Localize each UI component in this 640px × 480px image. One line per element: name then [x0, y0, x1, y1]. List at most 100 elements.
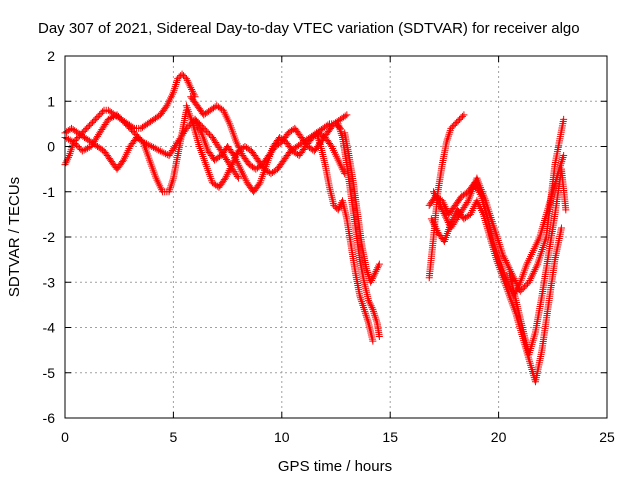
- data-point: [84, 144, 92, 152]
- data-point: [71, 139, 79, 147]
- data-point: [184, 123, 192, 131]
- data-point: [337, 128, 345, 136]
- data-point: [502, 257, 510, 265]
- data-point: [129, 127, 137, 135]
- data-point: [444, 219, 452, 227]
- data-point: [373, 266, 381, 274]
- data-point: [331, 203, 339, 211]
- data-point: [521, 283, 529, 291]
- data-point: [361, 309, 369, 317]
- data-point: [87, 120, 95, 128]
- data-point: [139, 138, 147, 146]
- series-trace-h: [312, 129, 377, 345]
- data-point: [530, 267, 538, 275]
- data-point: [438, 206, 446, 214]
- data-point: [127, 126, 135, 134]
- data-point: [372, 267, 380, 275]
- data-point: [501, 255, 509, 263]
- data-point: [361, 307, 369, 315]
- data-point: [362, 311, 370, 319]
- data-point: [189, 89, 197, 97]
- data-point: [457, 114, 465, 122]
- data-point: [330, 201, 338, 209]
- data-point: [360, 303, 368, 311]
- data-point: [526, 276, 534, 284]
- data-point: [143, 140, 151, 148]
- series-trace-m: [430, 115, 568, 295]
- data-point: [430, 188, 438, 196]
- data-point: [335, 204, 343, 212]
- data-point: [132, 130, 140, 138]
- data-point: [63, 157, 71, 165]
- data-point: [255, 180, 263, 188]
- data-point: [183, 76, 191, 84]
- data-point: [188, 85, 196, 93]
- series-trace-n: [505, 165, 570, 359]
- data-point: [519, 284, 527, 292]
- data-point: [375, 333, 383, 341]
- data-point: [233, 172, 241, 180]
- data-point: [111, 112, 119, 120]
- data-point: [451, 120, 459, 128]
- data-point: [432, 193, 440, 201]
- data-point: [234, 174, 242, 182]
- data-point: [81, 126, 89, 134]
- data-point: [458, 112, 466, 120]
- data-point: [120, 118, 128, 126]
- data-point: [516, 287, 524, 295]
- data-point: [436, 202, 444, 210]
- data-point: [363, 315, 371, 323]
- data-point: [453, 118, 461, 126]
- data-point: [80, 127, 88, 135]
- data-point: [560, 115, 568, 123]
- data-point: [149, 143, 157, 151]
- axis-ticks: 0 5 10 15 20 25 -6 -5 -4 -3 -2 -1 0 1 2: [43, 48, 615, 445]
- data-point: [367, 302, 375, 310]
- data-point: [106, 114, 114, 122]
- data-point: [525, 278, 533, 286]
- data-point: [368, 276, 376, 284]
- data-point: [182, 124, 190, 132]
- data-point: [433, 195, 441, 203]
- y-tick-label: 1: [47, 93, 55, 109]
- data-point: [371, 311, 379, 319]
- data-point: [527, 275, 535, 283]
- data-point: [99, 108, 107, 116]
- data-point: [91, 115, 99, 123]
- data-point: [518, 286, 526, 294]
- data-point: [511, 276, 519, 284]
- data-point: [372, 315, 380, 323]
- data-point: [94, 112, 102, 120]
- x-tick-label: 25: [599, 429, 615, 445]
- data-point: [84, 123, 92, 131]
- data-point: [80, 146, 88, 154]
- data-point: [367, 278, 375, 286]
- y-tick-label: 0: [47, 139, 55, 155]
- data-point: [206, 130, 214, 138]
- data-point: [364, 317, 372, 325]
- data-point: [368, 275, 376, 283]
- data-series: [61, 70, 570, 386]
- x-tick-label: 10: [274, 429, 290, 445]
- data-point: [443, 136, 451, 144]
- data-point: [158, 148, 166, 156]
- data-point: [174, 75, 182, 83]
- data-point: [185, 121, 193, 129]
- data-point: [356, 294, 364, 302]
- data-point: [437, 204, 445, 212]
- data-point: [439, 208, 447, 216]
- data-point: [443, 217, 451, 225]
- data-point: [504, 262, 512, 270]
- data-point: [74, 143, 82, 150]
- data-point: [441, 211, 449, 219]
- data-point: [90, 117, 98, 125]
- data-point: [135, 133, 143, 141]
- series-trace-i: [341, 129, 383, 286]
- data-point: [448, 123, 456, 131]
- data-point: [156, 147, 164, 155]
- data-point: [104, 115, 112, 123]
- data-point: [136, 135, 144, 143]
- data-point: [447, 124, 455, 132]
- data-point: [463, 198, 471, 206]
- x-tick-label: 5: [170, 429, 178, 445]
